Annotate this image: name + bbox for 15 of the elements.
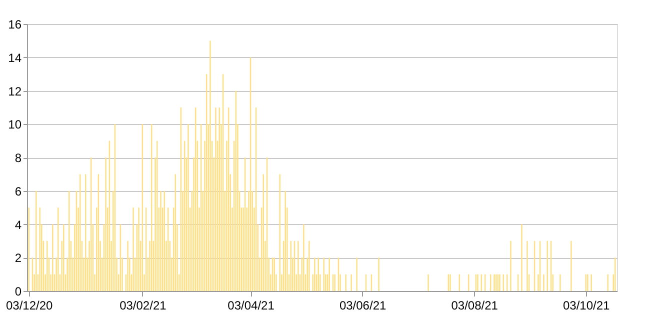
y-tick-label: 2 xyxy=(14,251,22,266)
x-tick-label: 03/02/21 xyxy=(120,298,167,312)
y-tick-label: 10 xyxy=(8,118,22,132)
x-tick-label: 03/06/21 xyxy=(339,298,386,312)
y-tick-label: 12 xyxy=(8,84,22,98)
y-tick-label: 4 xyxy=(14,218,22,232)
x-tick-label: 03/10/21 xyxy=(562,298,610,312)
x-tick-label: 03/08/21 xyxy=(451,298,498,312)
y-tick-label: 16 xyxy=(8,18,22,32)
y-tick-label: 6 xyxy=(14,184,22,198)
y-tick-label: 14 xyxy=(8,50,22,65)
x-tick-label: 03/04/21 xyxy=(228,298,275,312)
y-tick-label: 8 xyxy=(14,151,22,165)
x-tick-label: 03/12/20 xyxy=(6,298,54,312)
y-tick-label: 0 xyxy=(14,284,22,298)
